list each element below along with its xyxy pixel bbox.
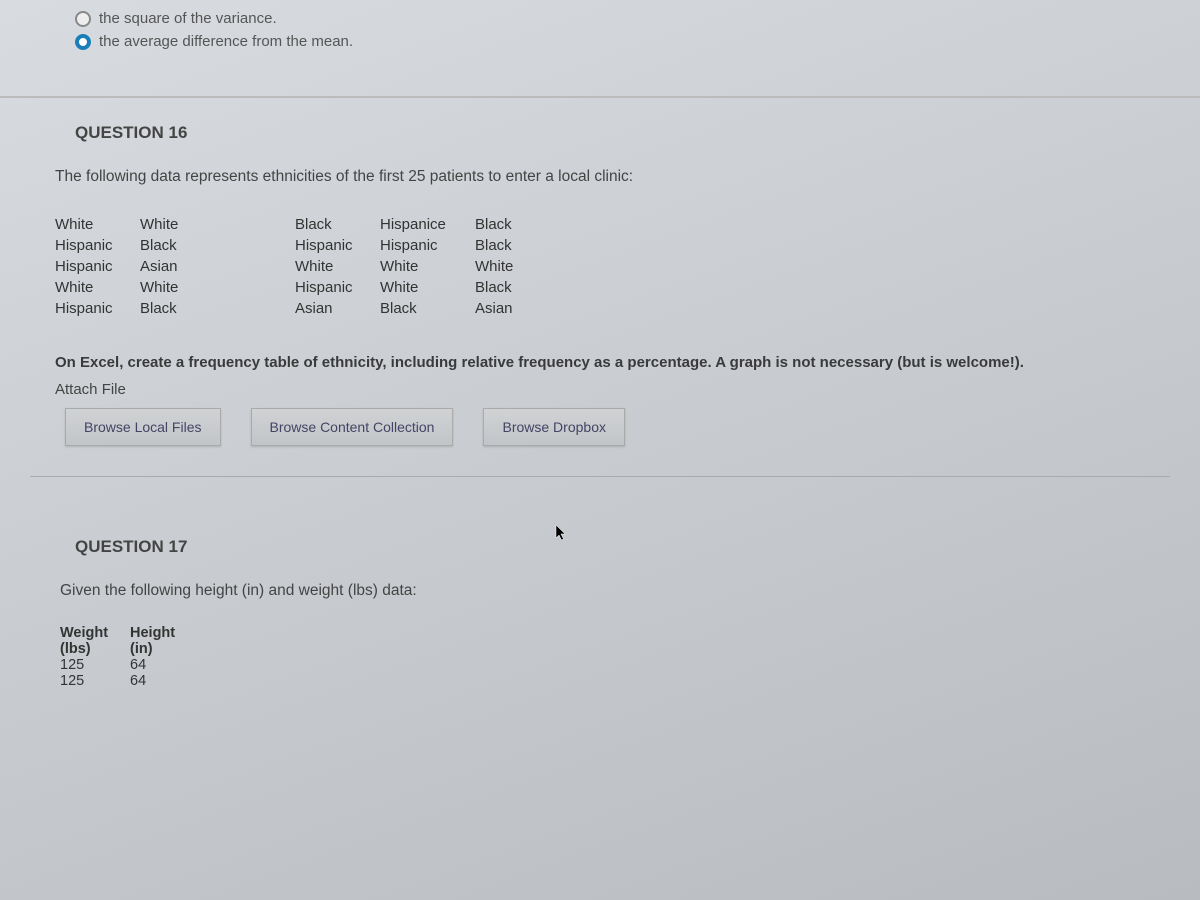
- ethnicity-data-grid: White White Black Hispanice Black Hispan…: [55, 216, 1170, 317]
- browse-local-files-button[interactable]: Browse Local Files: [65, 408, 221, 446]
- data-cell: Hispanic: [380, 237, 475, 254]
- data-cell: Black: [475, 216, 555, 233]
- question-divider: [30, 476, 1170, 477]
- data-cell: Hispanic: [55, 300, 140, 317]
- question-16-block: QUESTION 16 The following data represent…: [0, 96, 1200, 507]
- data-cell: [225, 216, 295, 233]
- data-cell: Hispanic: [55, 258, 140, 275]
- data-cell: White: [140, 279, 225, 296]
- table-cell: 64: [130, 673, 200, 689]
- radio-option-variance[interactable]: the square of the variance.: [75, 10, 1170, 27]
- data-cell: Black: [475, 279, 555, 296]
- data-cell: White: [380, 258, 475, 275]
- attach-file-label: Attach File: [55, 381, 1170, 398]
- radio-unselected-icon: [75, 11, 91, 27]
- table-col-header-height: Height: [130, 625, 200, 641]
- table-cell: 125: [60, 657, 130, 673]
- file-upload-buttons: Browse Local Files Browse Content Collec…: [65, 408, 1170, 446]
- data-cell: Hispanic: [295, 279, 380, 296]
- data-cell: Black: [475, 237, 555, 254]
- data-cell: Black: [380, 300, 475, 317]
- data-cell: [225, 258, 295, 275]
- radio-option-average-diff[interactable]: the average difference from the mean.: [75, 33, 1170, 50]
- table-cell: 125: [60, 673, 130, 689]
- data-cell: White: [55, 216, 140, 233]
- data-cell: Hispanic: [295, 237, 380, 254]
- data-cell: Hispanic: [55, 237, 140, 254]
- data-cell: White: [140, 216, 225, 233]
- question-16-header: QUESTION 16: [75, 123, 1170, 143]
- browse-dropbox-button[interactable]: Browse Dropbox: [483, 408, 625, 446]
- data-cell: White: [475, 258, 555, 275]
- question-17-header: QUESTION 17: [75, 537, 1170, 557]
- radio-selected-icon: [75, 34, 91, 50]
- previous-question-tail: the square of the variance. the average …: [0, 0, 1200, 76]
- table-cell: 64: [130, 657, 200, 673]
- question-16-prompt: The following data represents ethnicitie…: [55, 168, 1170, 186]
- data-cell: Asian: [140, 258, 225, 275]
- data-cell: [225, 237, 295, 254]
- height-weight-table: Weight Height (lbs) (in) 125 64 125 64: [60, 625, 1170, 689]
- data-cell: Black: [140, 300, 225, 317]
- question-16-instruction: On Excel, create a frequency table of et…: [55, 352, 1170, 373]
- data-cell: Black: [295, 216, 380, 233]
- data-cell: [225, 300, 295, 317]
- question-17-block: QUESTION 17 Given the following height (…: [0, 507, 1200, 689]
- table-col-sub-in: (in): [130, 641, 200, 657]
- data-cell: Asian: [295, 300, 380, 317]
- radio-label: the square of the variance.: [99, 10, 277, 27]
- data-cell: White: [295, 258, 380, 275]
- data-cell: [225, 279, 295, 296]
- data-cell: White: [380, 279, 475, 296]
- data-cell: Hispanice: [380, 216, 475, 233]
- table-col-sub-lbs: (lbs): [60, 641, 130, 657]
- question-17-prompt: Given the following height (in) and weig…: [60, 582, 1170, 600]
- radio-label: the average difference from the mean.: [99, 33, 353, 50]
- data-cell: Black: [140, 237, 225, 254]
- browse-content-collection-button[interactable]: Browse Content Collection: [251, 408, 454, 446]
- data-cell: Asian: [475, 300, 555, 317]
- data-cell: White: [55, 279, 140, 296]
- table-col-header-weight: Weight: [60, 625, 130, 641]
